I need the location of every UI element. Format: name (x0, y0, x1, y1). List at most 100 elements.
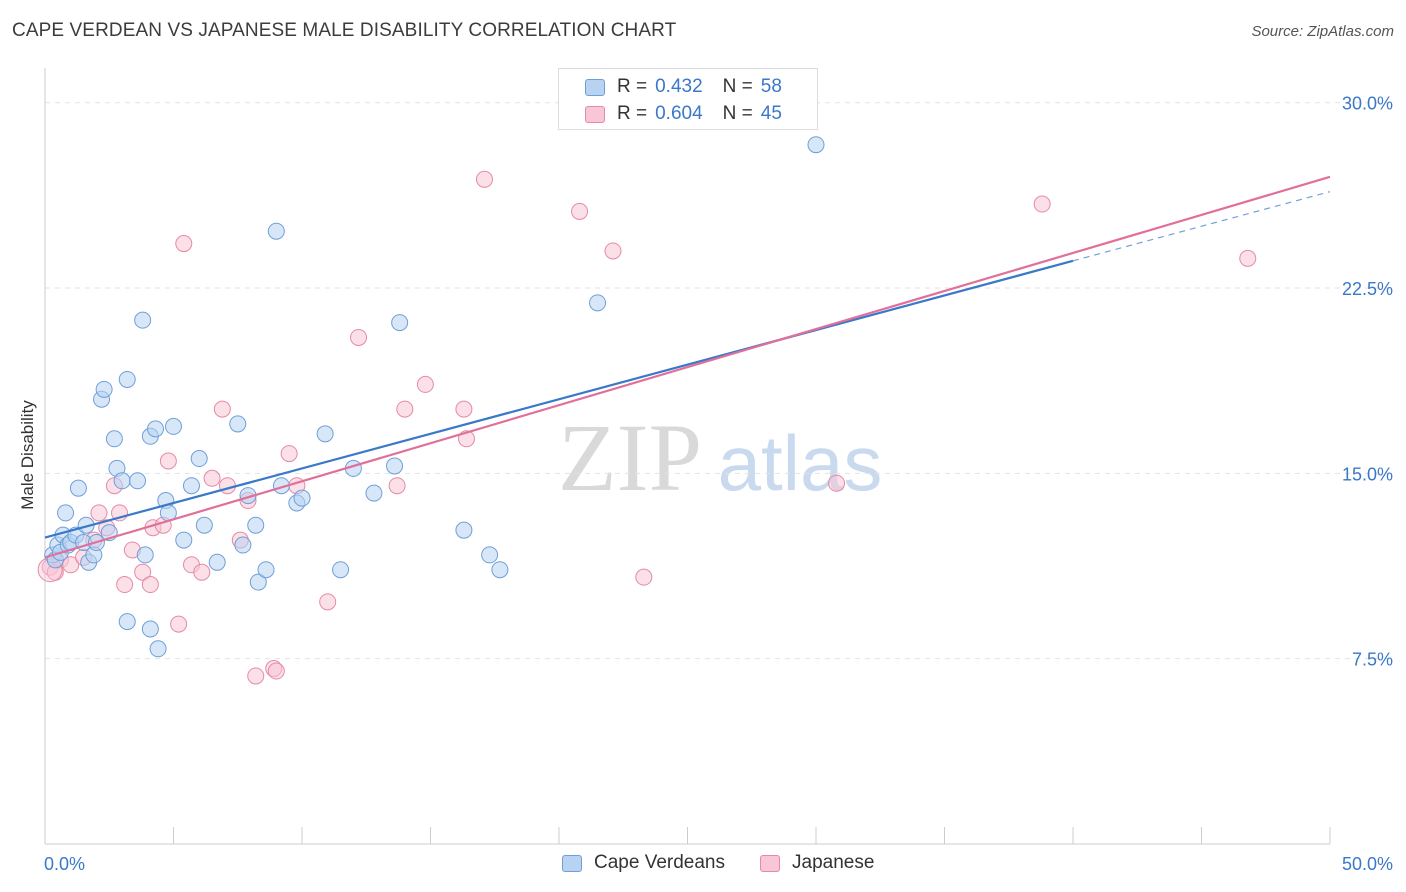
y-tick-label: 15.0% (1342, 464, 1393, 484)
y-tick-label: 7.5% (1352, 650, 1393, 670)
japanese-point (218, 477, 236, 495)
legend-label: Cape Verdeans (594, 852, 725, 873)
cape-verdean-point (118, 370, 136, 388)
cape-verdean-point (134, 311, 152, 329)
cape-verdean-point (589, 294, 607, 312)
japanese-point (159, 452, 177, 470)
legend-row-japanese: R = 0.604 N = 45 (585, 102, 782, 126)
series-legend: Cape Verdeans Japanese (0, 852, 1406, 878)
cape-verdean-point (391, 314, 409, 332)
cape-verdean-point (149, 640, 167, 658)
cape-verdean-point (208, 553, 226, 571)
japanese-point (1033, 195, 1051, 213)
legend-label: Japanese (792, 852, 875, 873)
axes (44, 68, 1331, 845)
n-value: 45 (760, 103, 782, 124)
blue-swatch-icon (562, 854, 582, 872)
japanese-point (62, 556, 80, 574)
cape-verdean-point (481, 546, 499, 564)
japanese-point (416, 375, 434, 393)
japanese-point (635, 568, 653, 586)
cape-verdean-point (165, 417, 182, 435)
japanese-point (193, 563, 211, 581)
cape-verdean-point (249, 573, 267, 591)
r-label: R = (617, 103, 648, 124)
cape-verdean-point (113, 472, 131, 490)
japanese-point (319, 593, 337, 611)
japanese-point (280, 445, 298, 463)
trend-lines (44, 175, 1331, 559)
cape-verdean-point (190, 450, 208, 468)
n-label: N = (722, 76, 753, 97)
cape-verdean-point (141, 620, 159, 638)
x-tick-label: 50.0% (1342, 854, 1393, 874)
japanese-point (175, 235, 193, 253)
cape-verdean-point (129, 472, 147, 490)
japanese-point (134, 563, 152, 581)
japanese-point (604, 242, 622, 260)
y-tick-label: 22.5% (1342, 279, 1393, 299)
legend-row-cape-verdeans: R = 0.432 N = 58 (585, 75, 782, 99)
japanese-point (388, 477, 406, 495)
n-label: N = (722, 103, 753, 124)
japanese-point (350, 328, 368, 346)
r-value: 0.604 (655, 103, 703, 124)
n-value: 58 (760, 76, 782, 97)
japanese-point (828, 474, 846, 492)
japanese-point (475, 170, 493, 188)
cape-verdean-point (182, 477, 200, 495)
cape-verdean-point (105, 430, 123, 448)
cape-verdean-point (293, 489, 311, 507)
japanese-point (116, 576, 134, 594)
japanese-point (571, 202, 589, 220)
cape-verdean-point (491, 561, 509, 579)
japanese-point (396, 400, 414, 418)
cape-verdean-trend-extension (1072, 191, 1331, 262)
japanese-point (247, 667, 265, 685)
legend-item-japanese: Japanese (760, 852, 874, 874)
cape-verdean-point (332, 561, 350, 579)
cape-verdean-point (95, 380, 113, 398)
japanese-point (141, 576, 159, 594)
cape-verdean-point (175, 531, 193, 549)
cape-verdean-point (455, 521, 473, 539)
japanese-point (213, 400, 231, 418)
blue-swatch-icon (585, 78, 605, 96)
r-label: R = (617, 76, 648, 97)
cape-verdean-point (247, 516, 265, 534)
source-label: Source: ZipAtlas.com (1251, 23, 1394, 40)
cape-verdean-points (44, 136, 825, 658)
r-value: 0.432 (655, 76, 703, 97)
cape-verdean-trend-line (44, 259, 1074, 539)
cape-verdean-point (195, 516, 213, 534)
cape-verdean-point (267, 222, 285, 240)
cape-verdean-point (257, 561, 275, 579)
cape-verdean-point (147, 420, 165, 438)
cape-verdean-point (229, 415, 247, 433)
grid-lines (45, 102, 1393, 660)
cape-verdean-point (57, 504, 75, 522)
cape-verdean-point (118, 613, 136, 631)
pink-swatch-icon (585, 105, 605, 123)
tick-labels: 7.5% 15.0% 22.5% 30.0% 0.0% 50.0% (44, 94, 1393, 874)
pink-swatch-icon (760, 854, 780, 872)
cape-verdean-point (386, 457, 404, 475)
cape-verdean-point (69, 479, 87, 497)
x-tick-label: 0.0% (44, 854, 85, 874)
cape-verdean-point (316, 425, 334, 443)
chart-title: CAPE VERDEAN VS JAPANESE MALE DISABILITY… (12, 20, 677, 41)
stats-legend: R = 0.432 N = 58 R = 0.604 N = 45 (558, 68, 818, 130)
cape-verdean-point (365, 484, 383, 502)
watermark-atlas: atlas (718, 419, 883, 507)
legend-item-cape-verdeans: Cape Verdeans (562, 852, 725, 874)
cape-verdean-point (807, 136, 825, 154)
japanese-point (455, 400, 473, 418)
japanese-point (170, 615, 188, 633)
y-tick-label: 30.0% (1342, 94, 1393, 114)
japanese-point (267, 662, 285, 680)
japanese-trend-line (44, 175, 1331, 559)
japanese-point (1239, 249, 1257, 267)
japanese-point (203, 469, 221, 487)
japanese-point (90, 504, 108, 522)
